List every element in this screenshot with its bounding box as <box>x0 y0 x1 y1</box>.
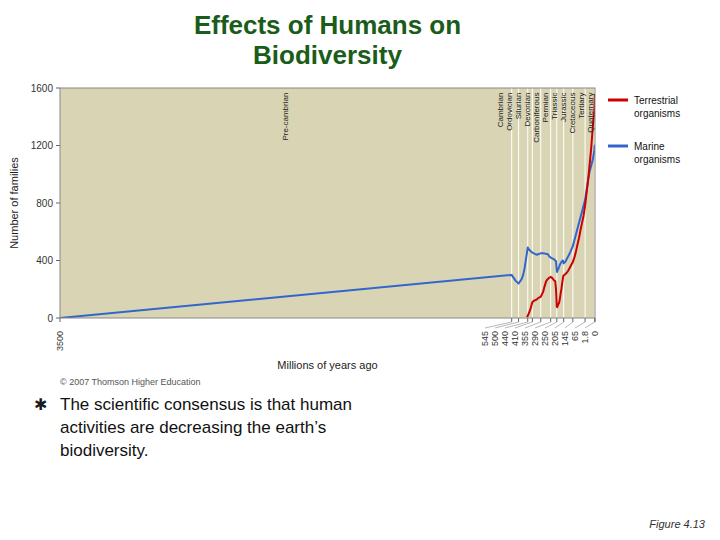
y-tick-label: 400 <box>36 255 53 266</box>
x-tick-label: 0 <box>590 331 600 336</box>
y-tick-label: 1200 <box>31 140 54 151</box>
y-axis-label: Number of families <box>8 157 20 249</box>
x-tick <box>585 318 586 322</box>
x-tick-leader <box>485 322 512 328</box>
legend-label: Marine organisms <box>634 141 680 165</box>
x-tick-label: 1.8 <box>580 331 590 344</box>
plot-background <box>60 88 595 318</box>
x-tick <box>550 318 551 322</box>
x-tick <box>532 318 533 322</box>
legend: Terrestrial organisms Marine organisms <box>608 95 680 165</box>
period-label: Permian <box>541 93 550 123</box>
bullet-symbol: ✱ <box>34 395 47 414</box>
x-tick-label: 65 <box>570 331 580 341</box>
legend-label-line: organisms <box>634 154 680 165</box>
x-tick-label: 290 <box>530 331 540 346</box>
period-label: Cretaceous <box>568 93 577 134</box>
plot-frame <box>60 88 595 318</box>
x-tick <box>556 318 557 322</box>
period-label: Cambrian <box>496 93 505 128</box>
x-tick <box>527 318 528 322</box>
y-tick <box>56 145 60 146</box>
y-tick <box>56 88 60 89</box>
x-tick-label: 440 <box>500 331 510 346</box>
x-tick <box>60 318 61 322</box>
x-tick-leader <box>545 322 557 328</box>
period-boundary <box>550 88 551 318</box>
period-label: Tertiary <box>577 93 586 119</box>
period-label: Ordovician <box>505 93 514 131</box>
x-tick-label: 410 <box>510 331 520 346</box>
legend-label: Terrestrial organisms <box>634 95 680 119</box>
y-tick <box>56 318 60 319</box>
period-label: Triassic <box>550 93 559 120</box>
legend-label-line: Marine <box>634 141 665 152</box>
x-tick <box>518 318 519 322</box>
bullet-text: The scientific consensus is that human <box>60 395 352 414</box>
period-label: Silurian <box>514 93 523 120</box>
x-tick-label: 355 <box>520 331 530 346</box>
x-tick-leader <box>535 322 551 328</box>
copyright: © 2007 Thomson Higher Education <box>60 377 201 387</box>
bullet-text: activities are decreasing the earth’s <box>60 418 326 437</box>
title-line: Effects of Humans on <box>194 10 461 40</box>
x-tick <box>511 318 512 322</box>
period-label: Pre-cambrian <box>281 93 290 141</box>
x-tick <box>595 318 596 322</box>
plot-area <box>60 88 595 318</box>
x-tick-leader <box>565 322 573 328</box>
y-tick <box>56 203 60 204</box>
period-label: Jurassic <box>559 93 568 122</box>
chart: Effects of Humans onBiodiversity Quaterna… <box>0 0 720 540</box>
x-tick-label: 250 <box>540 331 550 346</box>
title: Effects of Humans onBiodiversity <box>194 10 461 70</box>
x-tick-leader <box>575 322 585 328</box>
x-tick-label: 500 <box>490 331 500 346</box>
period-label: Quaternary <box>586 93 595 133</box>
period-label: Devonian <box>523 93 532 127</box>
y-tick-label: 800 <box>36 198 53 209</box>
series-line <box>60 146 595 319</box>
x-tick-leader <box>555 322 564 328</box>
x-tick-leader <box>525 322 541 328</box>
x-tick-label: 205 <box>550 331 560 346</box>
x-tick <box>594 318 595 322</box>
legend-label-line: Terrestrial <box>634 95 678 106</box>
x-tick-leader <box>585 322 595 328</box>
legend-swatch <box>608 145 628 148</box>
title-line: Biodiversity <box>253 40 402 70</box>
x-tick-label: 145 <box>560 331 570 346</box>
y-tick <box>56 260 60 261</box>
legend-label-line: organisms <box>634 108 680 119</box>
bullet-text: biodiversity. <box>60 441 149 460</box>
x-tick <box>563 318 564 322</box>
period-label: Carboniferous <box>532 93 541 143</box>
x-tick <box>540 318 541 322</box>
x-tick <box>572 318 573 322</box>
legend-swatch <box>608 99 628 102</box>
y-tick-label: 1600 <box>31 83 54 94</box>
x-tick-label: 545 <box>480 331 490 346</box>
period-labels: QuaternaryTertiaryCretaceousJurassicTria… <box>281 93 594 143</box>
x-tick-label: 3500 <box>55 331 65 351</box>
figure-note: Figure 4.13 <box>649 518 706 530</box>
x-axis-label: Millions of years ago <box>277 359 377 371</box>
y-tick-label: 0 <box>47 313 53 324</box>
